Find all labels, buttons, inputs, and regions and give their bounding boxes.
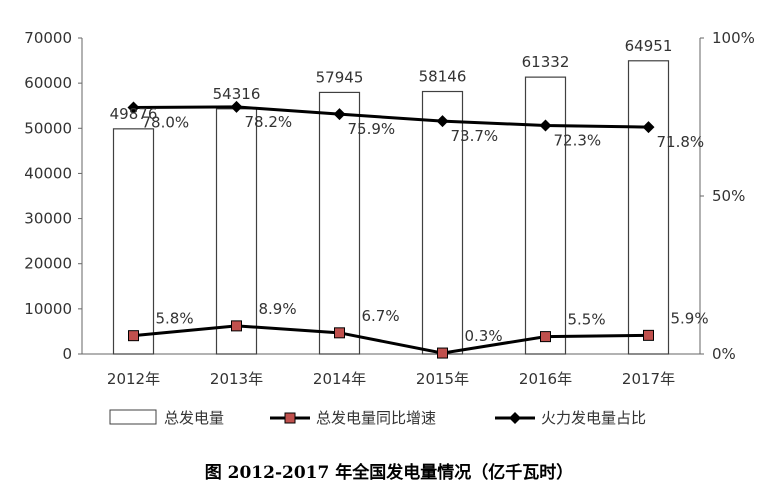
bar-value-label: 61332 — [522, 53, 570, 71]
left-axis-tick-label: 30000 — [24, 210, 72, 228]
growth-rate-label: 5.8% — [156, 310, 194, 328]
growth-rate-label: 0.3% — [465, 327, 503, 345]
legend: 总发电量 总发电量同比增速 火力发电量占比 — [109, 409, 646, 427]
thermal-share-point — [436, 115, 449, 128]
x-axis-tick-label: 2013年 — [210, 370, 263, 388]
right-axis-tick-label: 100% — [712, 29, 755, 47]
growth-rate-line — [133, 324, 649, 355]
legend-label-growth: 总发电量同比增速 — [316, 409, 436, 427]
bar-value-label: 54316 — [213, 85, 261, 103]
thermal-share-point — [230, 100, 243, 113]
left-axis-tick-label: 0 — [62, 345, 72, 363]
bar-value-label: 58146 — [419, 68, 467, 86]
axes: 0 10000 20000 30000 40000 50000 60000 70000 0% 50… — [24, 29, 755, 388]
legend-label-thermal: 火力发电量占比 — [541, 409, 646, 427]
thermal-share-label: 78.2% — [245, 113, 293, 131]
right-axis-tick-label: 0% — [712, 345, 736, 363]
left-axis-tick-label: 10000 — [24, 300, 72, 318]
x-axis-tick-label: 2017年 — [622, 370, 675, 388]
bar — [421, 90, 464, 355]
legend-swatch-bar — [109, 409, 157, 425]
legend-swatch-thermal-marker — [509, 412, 521, 424]
left-axis-tick-label: 20000 — [24, 255, 72, 273]
bar — [215, 108, 258, 355]
right-axis-tick-label: 50% — [712, 187, 745, 205]
thermal-share-line — [133, 105, 649, 129]
thermal-share-point — [127, 101, 140, 114]
thermal-share-point — [333, 108, 346, 121]
left-axis-tick-label: 60000 — [24, 74, 72, 92]
chart-caption: 图 2012-2017 年全国发电量情况（亿千瓦时） — [204, 463, 574, 483]
growth-rate-label: 5.5% — [568, 311, 606, 329]
left-axis-tick-label: 70000 — [24, 29, 72, 47]
thermal-share-label: 73.7% — [451, 127, 499, 145]
lines — [127, 100, 655, 359]
x-axis-tick-label: 2016年 — [519, 370, 572, 388]
thermal-share-label: 71.8% — [657, 133, 705, 151]
thermal-share-label: 78.0% — [142, 114, 190, 132]
thermal-share-label: 72.3% — [554, 132, 602, 150]
x-axis-tick-label: 2015年 — [416, 370, 469, 388]
bar-value-label: 57945 — [316, 68, 364, 86]
legend-swatch-growth-marker — [284, 412, 296, 424]
thermal-share-label: 75.9% — [348, 120, 396, 138]
thermal-share-point — [539, 119, 552, 132]
bar-value-label: 49876 — [110, 105, 158, 123]
growth-rate-point — [437, 347, 448, 359]
bar — [627, 60, 670, 355]
growth-rate-point — [128, 330, 139, 342]
growth-rate-label: 5.9% — [671, 309, 709, 327]
growth-rate-point — [540, 331, 551, 343]
thermal-share-point — [642, 121, 655, 134]
x-axis-tick-label: 2012年 — [107, 370, 160, 388]
bar — [112, 128, 155, 355]
left-axis-tick-label: 50000 — [24, 119, 72, 137]
growth-rate-point — [231, 320, 242, 332]
x-axis-tick-label: 2014年 — [313, 370, 366, 388]
growth-rate-point — [643, 329, 654, 341]
bar-value-label: 64951 — [625, 37, 673, 55]
bar — [318, 91, 361, 355]
legend-label-total: 总发电量 — [164, 409, 224, 427]
data-labels: 49876 54316 57945 58146 61332 64951 78.0% 78.2%… — [110, 37, 709, 345]
growth-rate-point — [334, 327, 345, 339]
growth-rate-label: 8.9% — [259, 300, 297, 318]
bars — [112, 60, 670, 355]
growth-rate-label: 6.7% — [362, 307, 400, 325]
bar — [524, 76, 567, 355]
left-axis-tick-label: 40000 — [24, 164, 72, 182]
